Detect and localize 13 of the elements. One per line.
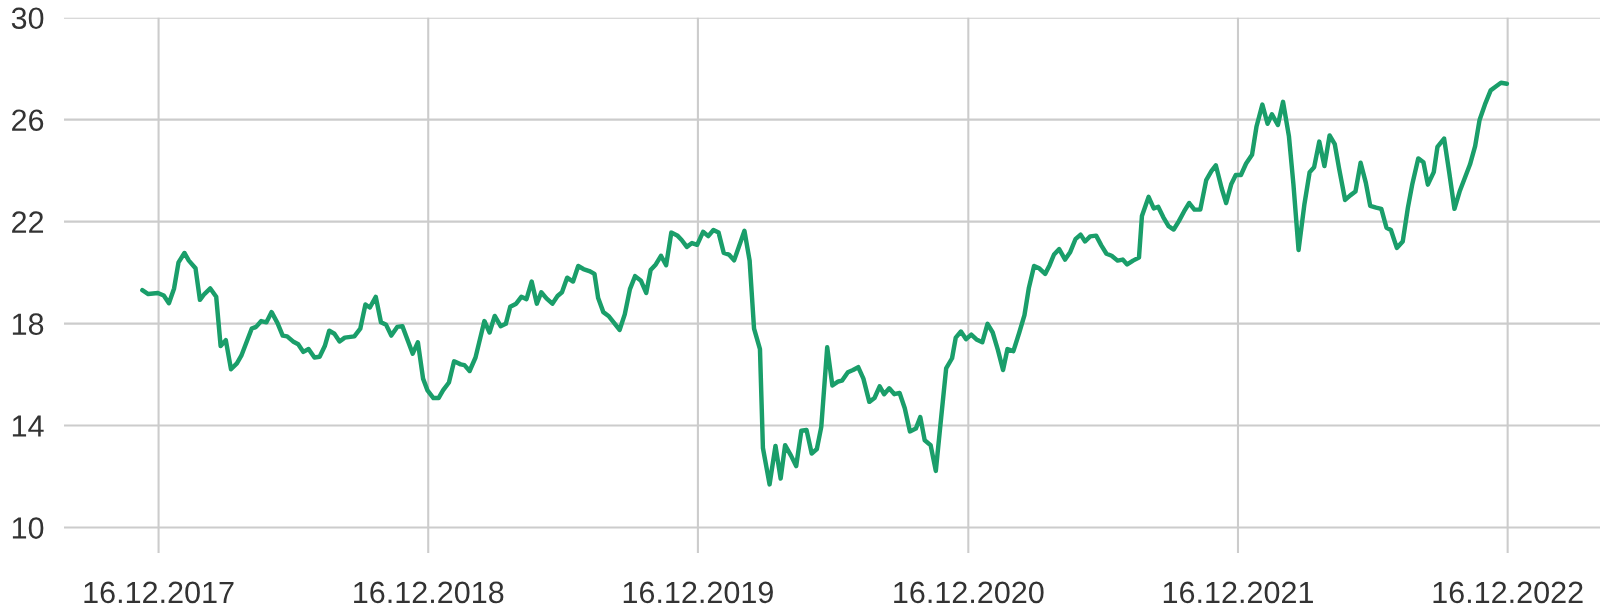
y-tick-label: 26 — [12, 109, 44, 132]
line-series — [140, 80, 1510, 487]
x-tick-label: 16.12.2020 — [894, 581, 1044, 604]
x-tick-label: 16.12.2022 — [1433, 581, 1583, 604]
y-tick-label: 30 — [11, 7, 44, 30]
y-tick-label: 18 — [12, 313, 44, 335]
x-tick-label: 16.12.2017 — [84, 581, 234, 604]
y-tick-label: 14 — [12, 415, 44, 437]
y-tick-label: 10 — [12, 517, 44, 539]
x-tick-label: 16.12.2019 — [623, 581, 773, 604]
x-tick-label: 16.12.2018 — [354, 581, 504, 604]
y-tick-label: 22 — [12, 211, 44, 233]
x-tick-label: 16.12.2021 — [1163, 581, 1313, 604]
